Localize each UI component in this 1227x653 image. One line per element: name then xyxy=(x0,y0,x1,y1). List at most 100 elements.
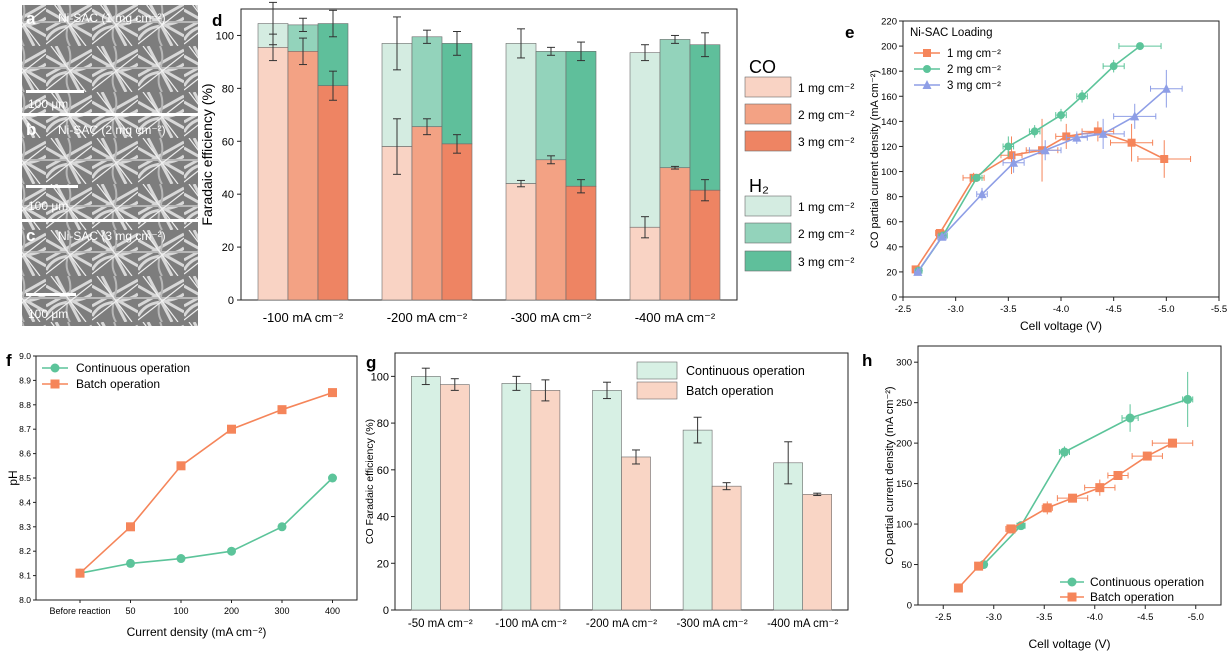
legend-label-g: Batch operation xyxy=(686,384,774,398)
legend-title-h2: H₂ xyxy=(749,176,769,196)
data-point-h xyxy=(974,561,984,571)
bar-co-segment xyxy=(257,47,289,301)
series-line-f xyxy=(79,391,333,574)
scale-label-b: 100 μm xyxy=(28,199,68,213)
legend-label-d: 1 mg cm⁻² xyxy=(798,200,854,214)
micrograph-c: c Ni-SAC (3 mg cm⁻²) 100 μm xyxy=(22,222,198,326)
data-point-h xyxy=(1059,447,1069,457)
data-point-e xyxy=(913,266,923,276)
y-axis-label-e: CO partial current density (mA cm⁻²) xyxy=(869,70,881,248)
y-tick-label-h: 0 xyxy=(907,601,912,612)
x-tick-label-g: -300 mA cm⁻² xyxy=(676,618,747,630)
chart-f-ph: 8.0 8.1 8.2 8.3 8.4 8.5 8.6 8.7 8.8 8.9 9.0 Before … xyxy=(6,351,358,639)
y-tick-label-h: 300 xyxy=(896,358,912,369)
y-tick-label-f: 8.5 xyxy=(19,473,31,483)
panel-letter-f: f xyxy=(6,351,12,370)
data-point-e xyxy=(1093,127,1102,136)
x-tick-label-e: -5.5 xyxy=(1211,304,1227,315)
x-tick-label-e: -3.0 xyxy=(947,304,963,315)
panel-letter-h: h xyxy=(862,351,872,370)
y-tick-label-f: 8.3 xyxy=(19,522,31,532)
data-point-f xyxy=(328,473,337,483)
sem-image-a xyxy=(22,5,198,113)
legend-swatch-g xyxy=(636,361,678,380)
data-point-f xyxy=(227,424,236,434)
y-tick-label-g: 40 xyxy=(377,512,389,524)
panel-letter-d: d xyxy=(212,11,222,30)
x-tick-label-f: 200 xyxy=(224,606,239,616)
legend-label-f: Batch operation xyxy=(76,377,160,391)
x-tick-label-f: 50 xyxy=(125,606,135,616)
data-point-e xyxy=(977,189,987,199)
data-point-f xyxy=(126,522,135,532)
bar-h2-segment xyxy=(505,43,537,184)
x-tick-label-h: -3.5 xyxy=(1036,612,1052,623)
x-tick-label-h: -4.5 xyxy=(1137,612,1153,623)
y-tick-label-f: 9.0 xyxy=(19,351,31,361)
x-tick-label-g: -50 mA cm⁻² xyxy=(408,618,473,630)
panel-letter-e: e xyxy=(845,23,854,42)
data-point-e xyxy=(1161,83,1171,93)
legend-swatch-d xyxy=(744,103,792,125)
legend-marker-e xyxy=(922,80,932,89)
micrograph-label-c: Ni-SAC (3 mg cm⁻²) xyxy=(58,229,166,243)
data-point-e xyxy=(1040,145,1050,155)
series-line-f xyxy=(79,477,334,574)
y-tick-label-f: 8.8 xyxy=(19,400,31,410)
y-tick-label-d: 80 xyxy=(222,83,234,95)
legend-swatch-d xyxy=(744,250,792,272)
micrograph-b: b Ni-SAC (2 mg cm⁻²) 100 μm xyxy=(22,116,198,219)
bar-h2-segment xyxy=(565,51,597,187)
bar-co-segment xyxy=(317,85,349,301)
x-tick-label-h: -2.5 xyxy=(935,612,951,623)
legend-swatch-d xyxy=(744,222,792,244)
data-point-h xyxy=(1068,493,1078,503)
bar-g xyxy=(802,494,833,611)
panel-letter-a: a xyxy=(26,9,36,28)
data-point-h xyxy=(1006,524,1016,534)
y-tick-label-g: 20 xyxy=(377,558,389,570)
y-tick-label-d: 40 xyxy=(222,189,234,201)
legend-title-co: CO xyxy=(749,57,776,77)
y-tick-label-f: 8.2 xyxy=(19,546,31,556)
micrograph-label-a: Ni-SAC (1 mg cm⁻²) xyxy=(58,11,166,25)
legend-swatch-g xyxy=(636,381,678,400)
data-point-e xyxy=(1057,111,1065,120)
y-tick-label-e: 120 xyxy=(881,142,897,153)
y-tick-label-g: 100 xyxy=(371,371,389,383)
y-axis-label-h: CO partial current density (mA cm⁻²) xyxy=(884,386,896,564)
legend-label-e: 2 mg cm⁻² xyxy=(947,64,1001,76)
legend-marker-f xyxy=(50,379,60,389)
data-point-h xyxy=(953,583,963,593)
scale-label-a: 100 μm xyxy=(28,97,68,111)
data-point-f xyxy=(328,388,337,398)
data-point-h xyxy=(1016,521,1026,531)
x-tick-label-d: -200 mA cm⁻² xyxy=(387,310,468,325)
x-tick-label-f: 400 xyxy=(325,606,340,616)
scale-bar-c xyxy=(26,293,76,296)
legend-label-d: 3 mg cm⁻² xyxy=(798,255,854,269)
y-tick-label-d: 100 xyxy=(216,30,234,42)
x-axis-label-f: Current density (mA cm⁻²) xyxy=(127,625,267,639)
data-point-f xyxy=(75,568,85,578)
y-tick-label-h: 100 xyxy=(896,520,912,531)
legend-label-e: 1 mg cm⁻² xyxy=(947,48,1001,60)
plot-frame-d xyxy=(240,8,738,301)
bar-h2-segment xyxy=(659,39,691,169)
data-point-e xyxy=(1030,127,1039,136)
x-tick-label-h: -4.0 xyxy=(1087,612,1103,623)
x-axis-label-e: Cell voltage (V) xyxy=(1020,319,1102,333)
data-point-e xyxy=(1098,128,1108,138)
bar-h2-segment xyxy=(629,52,661,228)
legend-marker-e xyxy=(923,49,931,57)
y-tick-label-e: 0 xyxy=(892,293,897,304)
bar-co-segment xyxy=(411,126,443,301)
y-tick-label-g: 0 xyxy=(383,605,389,617)
data-point-h xyxy=(1113,471,1123,480)
x-tick-label-e: -4.0 xyxy=(1053,304,1069,315)
data-point-h xyxy=(1095,483,1105,493)
data-point-e xyxy=(1009,157,1019,167)
data-point-f xyxy=(227,546,236,556)
bar-co-segment xyxy=(629,226,661,301)
y-tick-label-f: 8.7 xyxy=(19,424,31,434)
